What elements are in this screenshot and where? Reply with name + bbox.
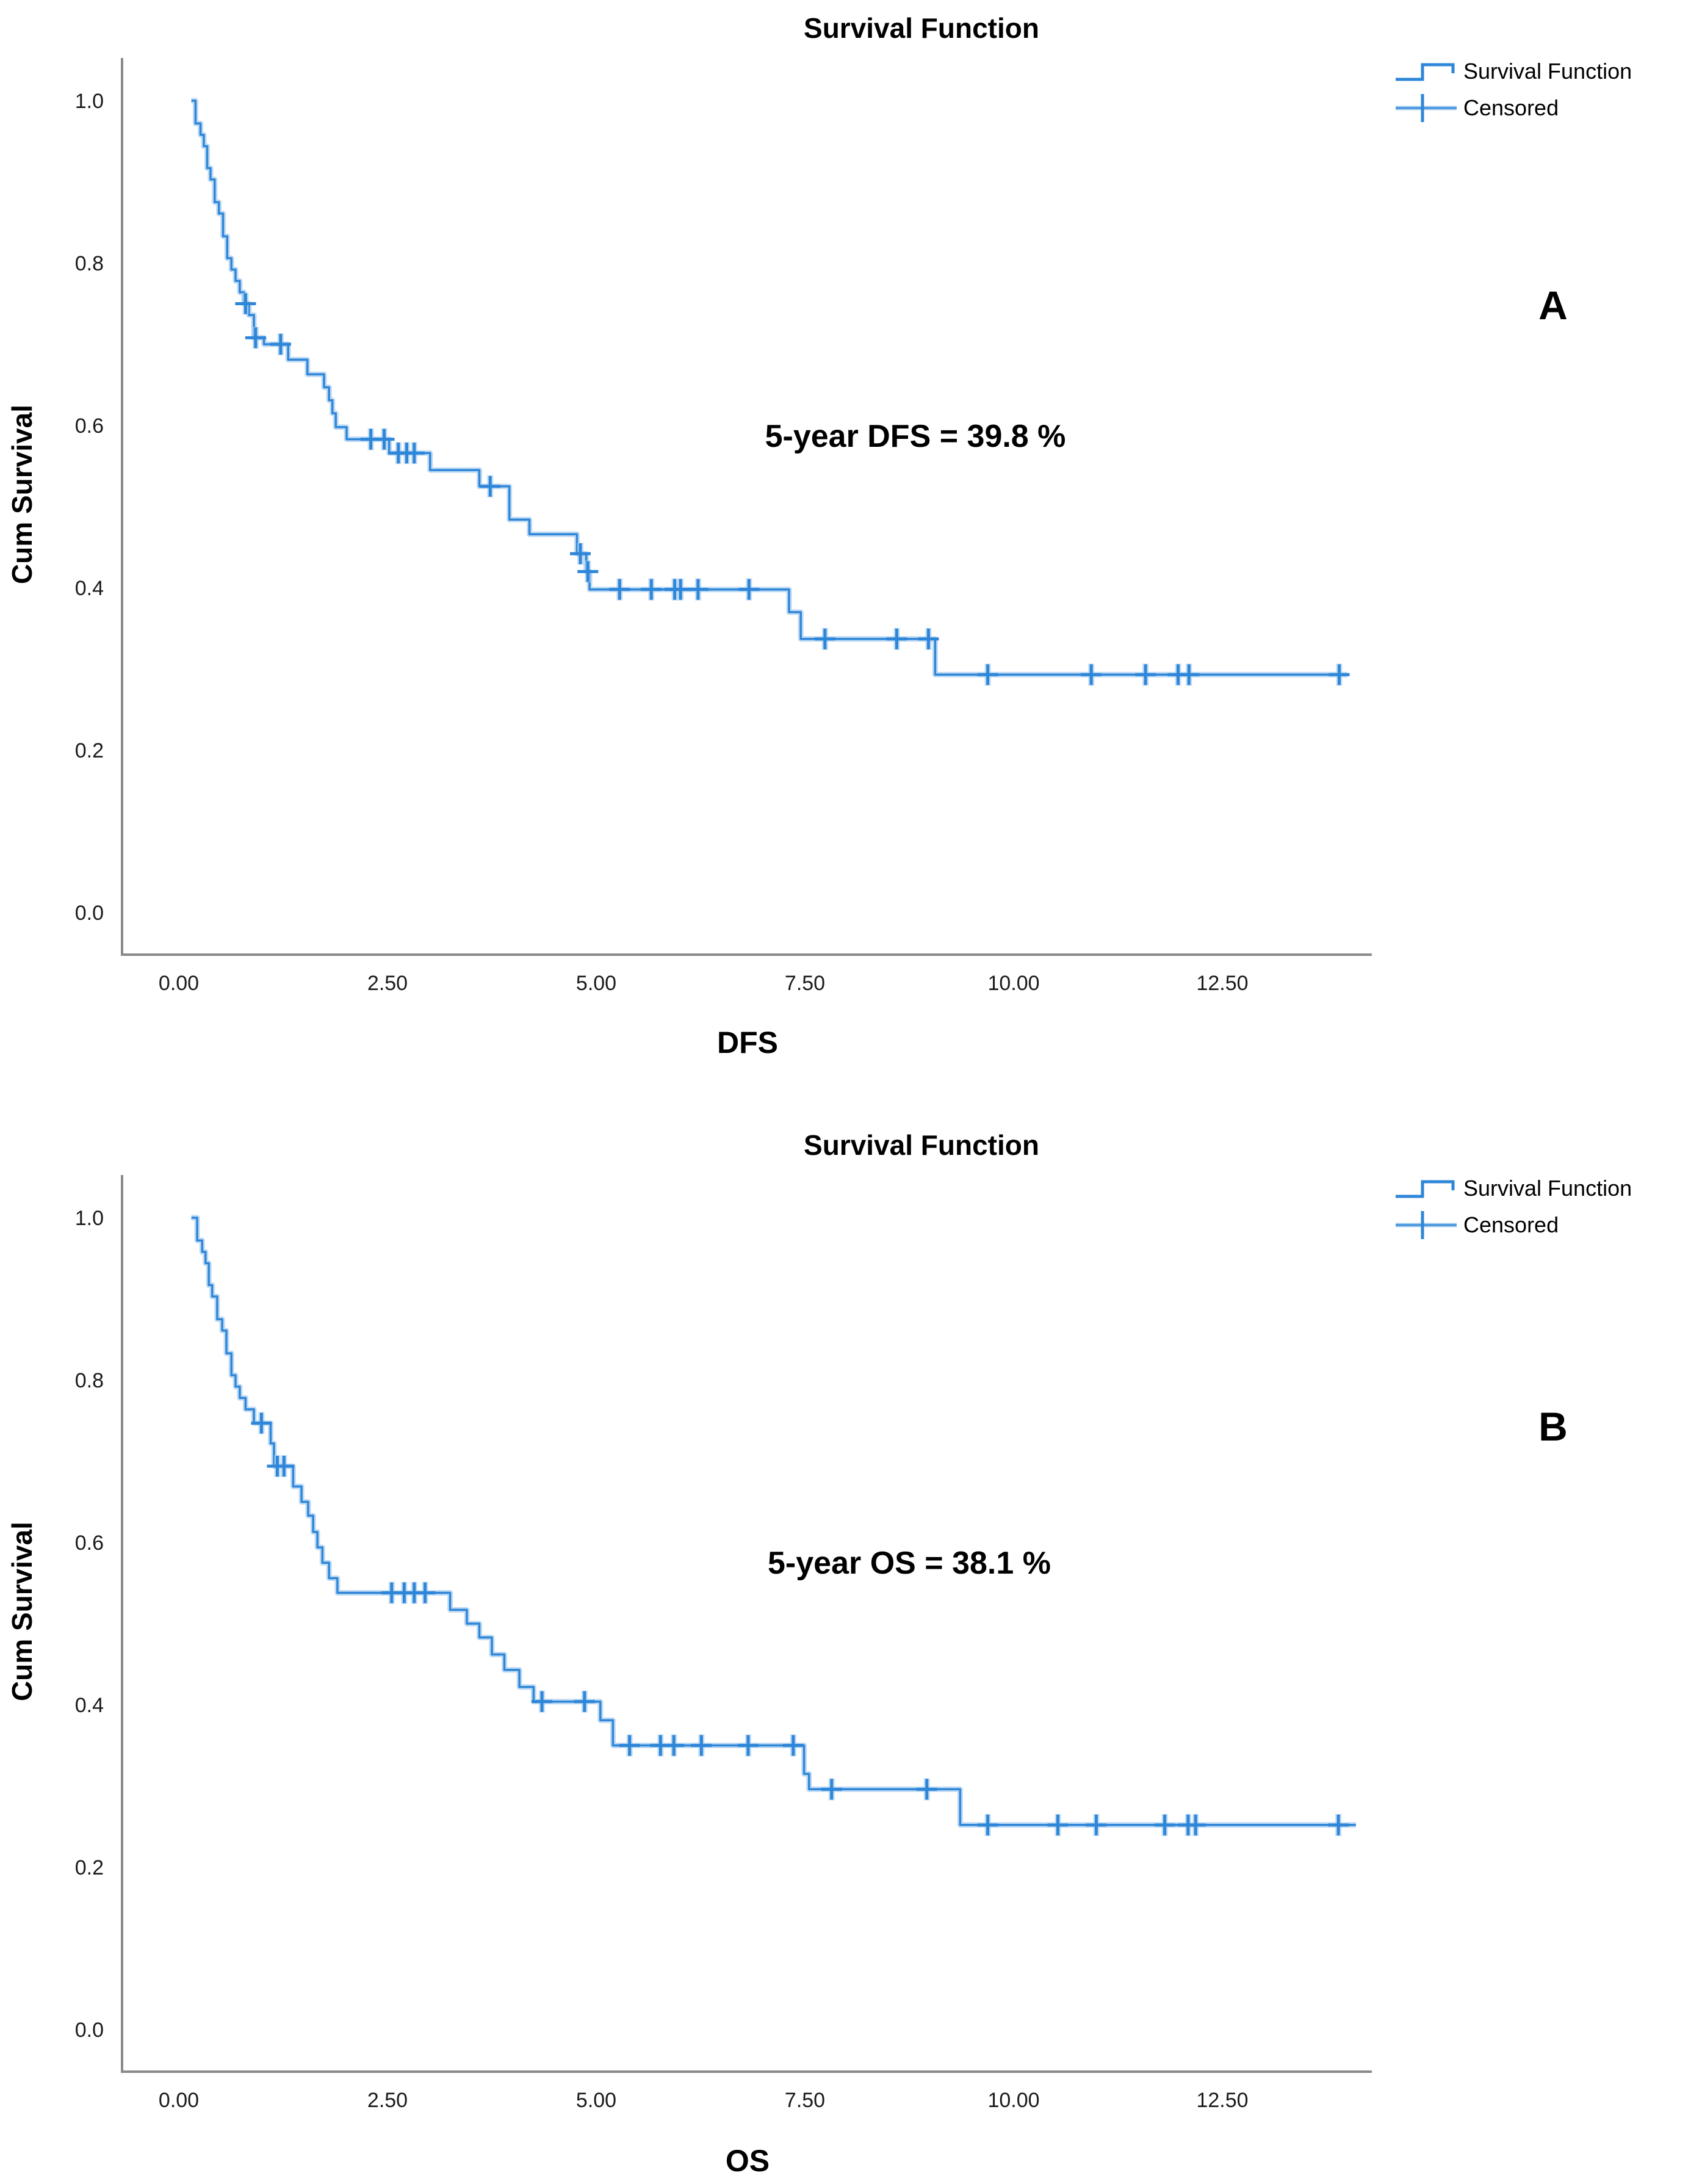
- x-tick-label: 10.00: [987, 972, 1039, 995]
- y-tick-label: 0.6: [75, 414, 104, 438]
- x-tick-label: 7.50: [785, 972, 825, 995]
- legend-label-survival: Survival Function: [1463, 59, 1632, 84]
- y-tick-label: 0.4: [75, 577, 104, 600]
- x-axis-title: OS: [726, 2144, 770, 2178]
- y-tick-label: 0.0: [75, 2019, 104, 2042]
- legend-label-censored: Censored: [1463, 1212, 1559, 1237]
- legend-label-censored: Censored: [1463, 95, 1559, 120]
- legend-step-line-icon: [1396, 63, 1455, 81]
- km-chart-panel-A: 0.00 2.50 5.00 7.50 10.00 12.50 0.0 0.2 0.4 0.6 0.…: [6, 12, 1632, 1060]
- x-tick-label: 2.50: [367, 972, 408, 995]
- panel-letter: A: [1538, 283, 1568, 328]
- km-chart-panel-B: 0.00 2.50 5.00 7.50 10.00 12.50 0.0 0.2 0.4 0.6 0.…: [6, 1129, 1632, 2178]
- y-axis-title: Cum Survival: [6, 405, 38, 584]
- panel-letter: B: [1538, 1404, 1568, 1449]
- y-tick-label: 0.6: [75, 1531, 104, 1555]
- y-tick-label: 1.0: [75, 1207, 104, 1230]
- x-tick-label: 5.00: [576, 972, 616, 995]
- y-tick-label: 0.2: [75, 1856, 104, 1879]
- x-tick-label: 12.50: [1196, 972, 1248, 995]
- censored-marks: [235, 292, 1350, 686]
- survival-curve: [191, 99, 1348, 676]
- x-tick-label: 0.00: [159, 2089, 199, 2112]
- x-tick-label: 10.00: [987, 2089, 1039, 2112]
- legend: Survival Function Censored: [1396, 1176, 1632, 1239]
- legend: Survival Function Censored: [1396, 59, 1632, 122]
- y-tick-label: 0.8: [75, 252, 104, 275]
- y-tick-label: 0.4: [75, 1694, 104, 1717]
- five-year-annotation: 5-year DFS = 39.8 %: [765, 419, 1066, 454]
- x-tick-label: 7.50: [785, 2089, 825, 2112]
- y-tick-label: 0.8: [75, 1369, 104, 1392]
- x-tick-label: 0.00: [159, 972, 199, 995]
- x-axis-title: DFS: [717, 1025, 778, 1060]
- survival-curve: [191, 1217, 1356, 1826]
- y-tick-label: 0.2: [75, 739, 104, 762]
- five-year-annotation: 5-year OS = 38.1 %: [768, 1546, 1051, 1581]
- legend-label-survival: Survival Function: [1463, 1176, 1632, 1201]
- chart-title: Survival Function: [804, 12, 1039, 44]
- survival-curve-halo: [191, 1215, 1356, 1828]
- x-tick-label: 2.50: [367, 2089, 408, 2112]
- y-axis-title: Cum Survival: [6, 1522, 38, 1701]
- x-tick-label: 5.00: [576, 2089, 616, 2112]
- legend-step-line-icon: [1396, 1180, 1455, 1198]
- x-tick-label: 12.50: [1196, 2089, 1248, 2112]
- chart-title: Survival Function: [804, 1129, 1039, 1161]
- y-tick-label: 1.0: [75, 90, 104, 113]
- y-tick-label: 0.0: [75, 902, 104, 925]
- censored-marks: [251, 1412, 1349, 1836]
